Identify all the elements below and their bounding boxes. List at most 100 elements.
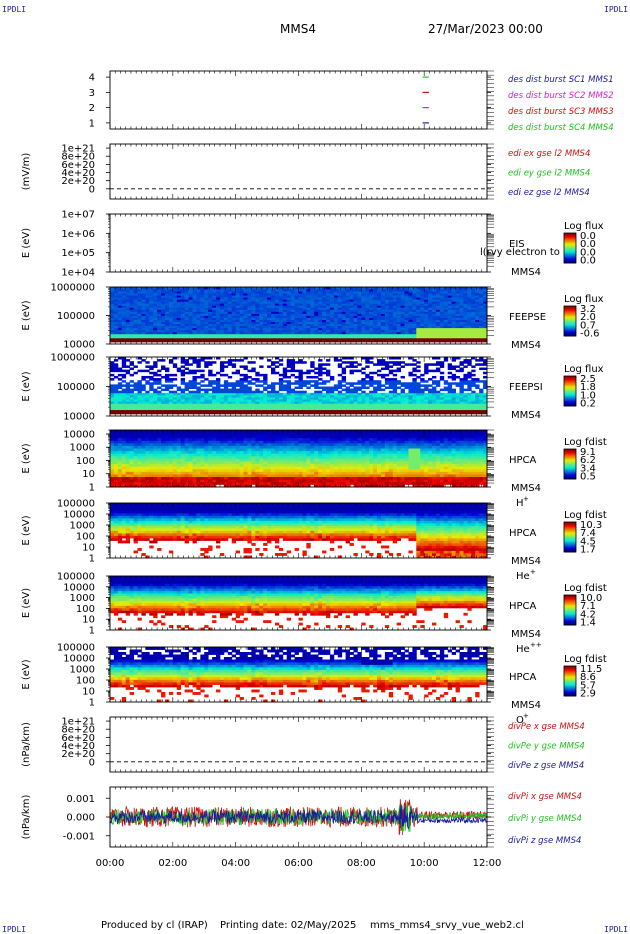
spectrogram-cell xyxy=(168,319,174,323)
spectrogram-cell xyxy=(133,394,138,398)
spectrogram-cell xyxy=(337,311,343,314)
spectrogram-cell xyxy=(259,403,264,406)
spectrogram-cell xyxy=(113,394,119,398)
spectrogram-cell xyxy=(286,301,292,304)
spectrogram-cell xyxy=(110,386,115,390)
spectrogram-cell xyxy=(117,323,123,327)
spectrogram-cell xyxy=(424,405,429,408)
spectrogram-cell xyxy=(255,371,260,375)
spectrogram-cell xyxy=(145,380,150,383)
spectrogram-cell xyxy=(267,301,272,304)
spectrogram-cell xyxy=(416,411,421,415)
spectrogram-cell xyxy=(145,327,150,331)
spectrogram-cell xyxy=(471,329,476,333)
spectrogram-cell xyxy=(432,369,437,373)
spectrogram-cell xyxy=(388,327,394,331)
spectrogram-cell xyxy=(223,323,229,327)
spectrogram-cell xyxy=(306,305,311,308)
spectrogram-cell xyxy=(259,365,264,368)
spectrogram-cell xyxy=(157,317,162,320)
spectrogram-cell xyxy=(121,289,127,292)
spectrogram-cell xyxy=(322,397,327,400)
spectrogram-cell xyxy=(219,329,225,333)
spectrogram-cell xyxy=(208,301,213,304)
spectrogram-cell xyxy=(439,305,445,308)
spectrogram-cell xyxy=(365,313,370,316)
spectrogram-cell xyxy=(435,315,441,318)
spectrogram-cell xyxy=(208,293,213,296)
spectrogram-cell xyxy=(113,392,119,396)
spectrogram-cell xyxy=(432,397,437,400)
spectrogram-cell xyxy=(231,305,237,308)
spectrogram-cell xyxy=(318,378,323,381)
spectrogram-cell xyxy=(176,303,182,306)
spectrogram-cell xyxy=(208,394,213,398)
spectrogram-cell xyxy=(259,301,264,304)
spectrogram-cell xyxy=(400,405,405,408)
spectrogram-cell xyxy=(424,394,429,398)
spectrogram-cell xyxy=(239,405,244,408)
spectrogram-cell xyxy=(306,397,311,400)
spectrogram-cell xyxy=(192,397,197,400)
spectrogram-cell xyxy=(255,311,260,314)
spectrogram-cell xyxy=(176,405,182,408)
spectrogram-cell xyxy=(149,331,154,335)
spectrogram-cell xyxy=(216,390,221,394)
spectrogram-cell xyxy=(329,386,335,390)
spectrogram-cell xyxy=(192,287,197,290)
spectrogram-cell xyxy=(282,401,288,404)
spectrogram-cell xyxy=(408,313,413,316)
spectrogram-cell xyxy=(192,405,197,408)
spectrogram-cell xyxy=(341,291,347,294)
spectrogram-cell xyxy=(420,388,425,392)
spectrogram-cell xyxy=(377,405,382,408)
spectrogram-cell xyxy=(314,319,319,323)
spectrogram-cell xyxy=(416,399,421,402)
spectrogram-cell xyxy=(306,331,311,335)
spectrogram-cell xyxy=(235,295,240,298)
spectrogram-cell xyxy=(479,325,484,329)
spectrogram-cell xyxy=(168,407,174,411)
spectrogram-cell xyxy=(137,297,142,300)
spectrogram-cell xyxy=(137,293,142,296)
spectrogram-cell xyxy=(329,335,335,339)
spectrogram-cell xyxy=(267,309,272,312)
spectrogram-cell xyxy=(161,305,166,308)
spectrogram-cell xyxy=(274,409,280,413)
spectrogram-cell xyxy=(298,305,303,308)
spectrogram-cell xyxy=(223,380,229,383)
spectrogram-cell xyxy=(396,295,402,298)
spectrogram-cell xyxy=(164,407,170,411)
spectrogram-cell xyxy=(267,291,272,294)
spectrogram-cell xyxy=(196,313,201,316)
spectrogram-cell xyxy=(443,315,449,318)
spectrogram-cell xyxy=(267,401,272,404)
spectrogram-cell xyxy=(310,337,315,341)
colorbar-tick-label: 0.0 xyxy=(580,256,596,267)
spectrogram-cell xyxy=(447,287,453,290)
spectrogram-cell xyxy=(161,309,166,312)
spectrogram-cell xyxy=(255,299,260,302)
spectrogram-cell xyxy=(274,301,280,304)
spectrogram-cell xyxy=(408,333,413,337)
spectrogram-cell xyxy=(129,411,134,415)
spectrogram-cell xyxy=(471,331,476,335)
spectrogram-cell xyxy=(208,309,213,312)
spectrogram-cell xyxy=(133,407,138,411)
spectrogram-cell xyxy=(145,399,150,402)
spectrogram-cell xyxy=(306,392,311,396)
spectrogram-cell xyxy=(184,331,189,335)
spectrogram-cell xyxy=(341,301,347,304)
spectrogram-cell xyxy=(361,311,366,314)
spectrogram-cell xyxy=(459,289,464,292)
spectrogram-cell xyxy=(282,319,288,323)
spectrogram-cell xyxy=(463,301,468,304)
spectrogram-cell xyxy=(286,361,292,364)
spectrogram-cell xyxy=(333,325,339,329)
spectrogram-cell xyxy=(325,293,331,296)
spectrogram-cell xyxy=(227,323,233,327)
spectrogram-cell xyxy=(251,303,256,306)
spectrogram-cell xyxy=(459,323,464,327)
spectrogram-cell xyxy=(479,337,484,341)
spectrogram-cell xyxy=(271,301,276,304)
